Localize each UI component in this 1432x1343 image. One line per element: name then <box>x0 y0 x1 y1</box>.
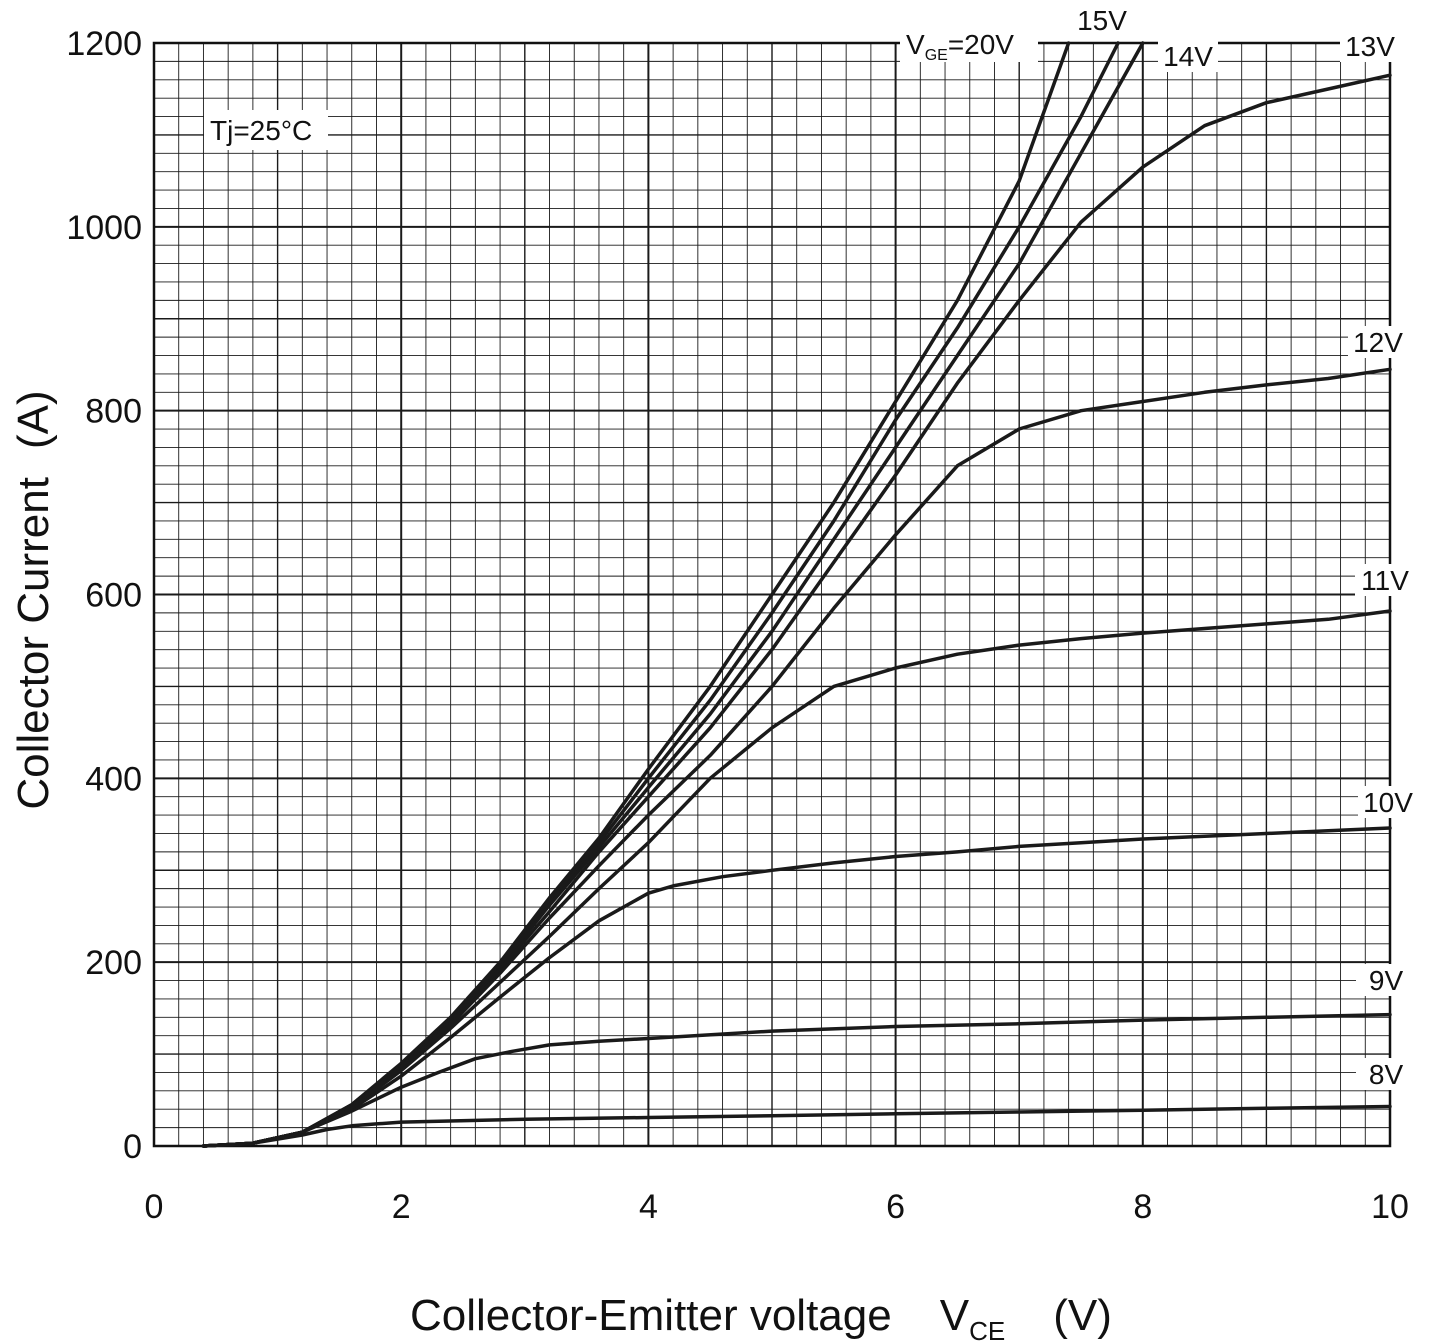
y-tick-label: 0 <box>123 1128 142 1166</box>
y-tick-label: 800 <box>85 393 142 431</box>
y-axis-title: Collector Current (A) <box>9 390 58 809</box>
series-label-10V: 10V <box>1363 787 1413 818</box>
series-label-bg <box>1348 326 1408 358</box>
series-label-bg <box>900 28 1038 62</box>
y-tick-label: 200 <box>85 944 142 982</box>
y-tick-label: 1200 <box>66 25 142 63</box>
series-label-bg <box>1356 964 1416 996</box>
series-label-9V: 9V <box>1369 965 1404 996</box>
y-tick-label: 600 <box>85 577 142 615</box>
x-axis-title: Collector-Emitter voltage VCE (V) <box>410 1291 1112 1343</box>
x-axis-symbol: V <box>940 1291 970 1340</box>
series-line-9V <box>201 1012 1392 1148</box>
x-tick-label: 8 <box>1133 1188 1152 1226</box>
y-tick-label: 1000 <box>66 209 142 247</box>
series-label-bg <box>1356 1058 1416 1090</box>
tick-labels: 0 2 4 6 8 10 0 200 400 600 800 1000 1200 <box>66 25 1409 1226</box>
series-label-8V: 8V <box>1369 1059 1404 1090</box>
svg-text:Collector Current(A): Collector Current (A) <box>9 390 58 809</box>
temperature-annotation: Tj=25°C <box>210 115 312 146</box>
series-line-11V <box>201 609 1392 1148</box>
series-line-10V <box>201 826 1392 1148</box>
series-label-bg <box>1358 786 1418 818</box>
series-label-15V: 15V <box>1077 5 1127 36</box>
x-tick-label: 4 <box>639 1188 658 1226</box>
series-label-20V: VGE=20V <box>906 29 1014 64</box>
y-tick-label: 400 <box>85 760 142 798</box>
x-axis-label: Collector-Emitter voltage <box>410 1291 892 1340</box>
y-axis-unit: (A) <box>9 390 58 449</box>
series-label-bg <box>1355 564 1415 596</box>
x-tick-label: 0 <box>145 1188 164 1226</box>
y-axis-label: Collector Current <box>9 477 58 810</box>
x-axis-symbol-sub: CE <box>969 1316 1005 1343</box>
x-tick-label: 6 <box>886 1188 905 1226</box>
series-label-14V: 14V <box>1163 41 1213 72</box>
series-line-8V <box>201 1104 1392 1148</box>
x-axis-unit: (V) <box>1053 1291 1112 1340</box>
x-tick-label: 10 <box>1371 1188 1409 1226</box>
x-tick-label: 2 <box>392 1188 411 1226</box>
series-label-12V: 12V <box>1353 327 1403 358</box>
series-label-13V: 13V <box>1345 31 1395 62</box>
series-label-bg <box>1340 30 1400 62</box>
series-labels: VGE=20V 15V 14V 13V 12V 11V 10V 9V 8V <box>900 4 1418 1090</box>
series-label-bg <box>1158 40 1218 72</box>
annotation-bg <box>204 110 328 150</box>
curves <box>201 41 1392 1148</box>
series-label-bg <box>1072 4 1132 36</box>
grid <box>153 42 1391 1147</box>
series-label-11V: 11V <box>1361 565 1409 596</box>
